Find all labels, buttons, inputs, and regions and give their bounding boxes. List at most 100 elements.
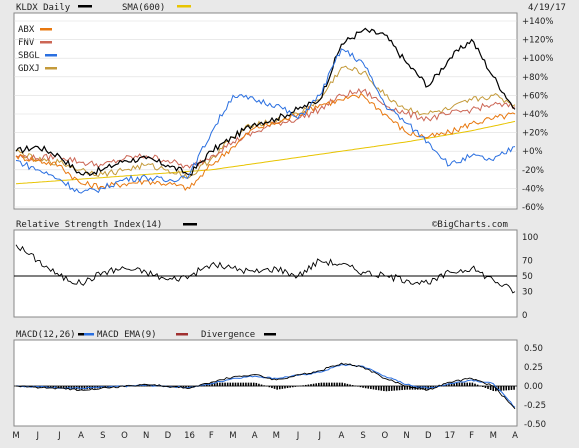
divergence-bar-127 [347,384,349,386]
divergence-bar-135 [367,386,369,389]
divergence-bar-92 [256,383,258,386]
divergence-bar-89 [248,383,250,387]
divergence-bar-83 [232,383,234,387]
x-tick-11: A [252,431,258,441]
x-tick-10: M [229,431,236,441]
ticker-label: KLDX Daily [16,3,71,13]
divergence-bar-177 [477,385,479,387]
legend-swatch-gdxj [45,67,57,70]
divergence-bar-114 [313,384,315,387]
divergence-bar-91 [253,383,255,387]
main-y-tick-40: +40% [522,110,548,120]
sma-swatch [177,5,191,8]
divergence-bar-115 [315,383,317,386]
divergence-bar-182 [490,386,492,390]
main-y-tick-80: +80% [522,73,548,83]
divergence-bar-149 [404,386,406,390]
divergence-bar-90 [250,383,252,387]
divergence-bar-132 [360,386,362,387]
x-tick-4: S [100,431,105,441]
divergence-bar-81 [227,383,229,387]
divergence-bar-100 [276,386,278,390]
divergence-bar-139 [378,386,380,390]
divergence-bar-129 [352,385,354,386]
x-tick-3: A [78,431,84,441]
main-y-tick-140: +140% [522,17,553,27]
divergence-bar-98 [271,386,273,388]
divergence-bar-78 [219,383,221,387]
rsi-swatch [183,223,197,226]
x-tick-2: J [57,431,61,441]
divergence-bar-178 [479,386,481,387]
divergence-bar-181 [487,386,489,389]
macd-ema-swatch-2 [176,333,188,336]
divergence-bar-172 [464,383,466,387]
rsi-y-tick-0: 0 [522,311,527,321]
main-y-axis: +140%+120%+100%+80%+60%+40%+20%+0%-20%-4… [522,17,553,213]
divergence-bar-126 [344,383,346,386]
divergence-bar-112 [308,385,310,387]
divergence-bar-143 [388,386,390,391]
divergence-bar-82 [229,383,231,387]
divergence-bar-101 [279,386,281,389]
x-tick-9: F [209,431,214,441]
divergence-bar-102 [282,386,284,389]
divergence-bar-179 [482,386,484,387]
divergence-bar-85 [237,383,239,387]
main-y-tick-100: +100% [522,54,553,64]
watermark: ©BigCharts.com [432,220,508,230]
divergence-bar-146 [396,386,398,390]
divergence-bar-191 [513,386,515,390]
divergence-bar-175 [472,383,474,387]
divergence-bar-131 [357,386,359,387]
divergence-bar-170 [459,383,461,387]
divergence-swatch [264,333,276,336]
legend-swatch-fnv [40,41,52,44]
divergence-bar-180 [485,386,487,388]
divergence-bar-64 [183,386,185,387]
divergence-bar-144 [391,386,393,391]
divergence-bar-107 [295,386,297,387]
chart-date: 4/19/17 [528,3,566,13]
x-tick-16: S [360,431,365,441]
macd-label: MACD(12,26) [16,330,76,340]
macd-y-tick-0-00: 0.00 [524,382,543,392]
divergence-bar-93 [258,384,260,387]
rsi-y-tick-70: 70 [522,256,533,266]
main-panel [14,13,517,209]
legend-swatch-sbgl [45,54,57,57]
divergence-bar-176 [474,384,476,387]
divergence-bar-94 [261,385,263,387]
x-tick-14: J [317,431,321,441]
x-tick-7: D [165,431,172,441]
divergence-bar-138 [375,386,377,390]
divergence-bar-141 [383,386,385,391]
macd-ema-label: MACD EMA(9) [97,330,157,340]
divergence-bar-189 [508,386,510,390]
x-tick-6: N [143,431,149,441]
rsi-y-tick-30: 30 [522,288,533,298]
x-tick-23: A [512,431,518,441]
x-tick-21: F [469,431,474,441]
divergence-bar-121 [331,383,333,387]
divergence-bar-86 [240,383,242,387]
macd-y-tick-0-25: -0.25 [524,401,546,411]
x-tick-5: O [121,431,128,441]
main-y-tick-60: +60% [522,91,548,101]
divergence-bar-113 [310,384,312,386]
divergence-bar-187 [503,386,505,391]
rsi-y-tick-50: 50 [522,272,533,282]
divergence-bar-134 [365,386,367,388]
divergence-bar-119 [326,383,328,387]
macd-y-tick-0-50: -0.50 [524,420,546,430]
x-tick-13: J [296,431,300,441]
divergence-bar-122 [334,383,336,387]
main-y-tick-20: -20% [522,166,544,176]
main-y-tick-0: +0% [522,147,543,157]
divergence-bar-79 [222,383,224,387]
x-tick-8: 16 [184,431,195,441]
divergence-bar-110 [302,385,304,386]
divergence-bar-105 [289,386,291,388]
